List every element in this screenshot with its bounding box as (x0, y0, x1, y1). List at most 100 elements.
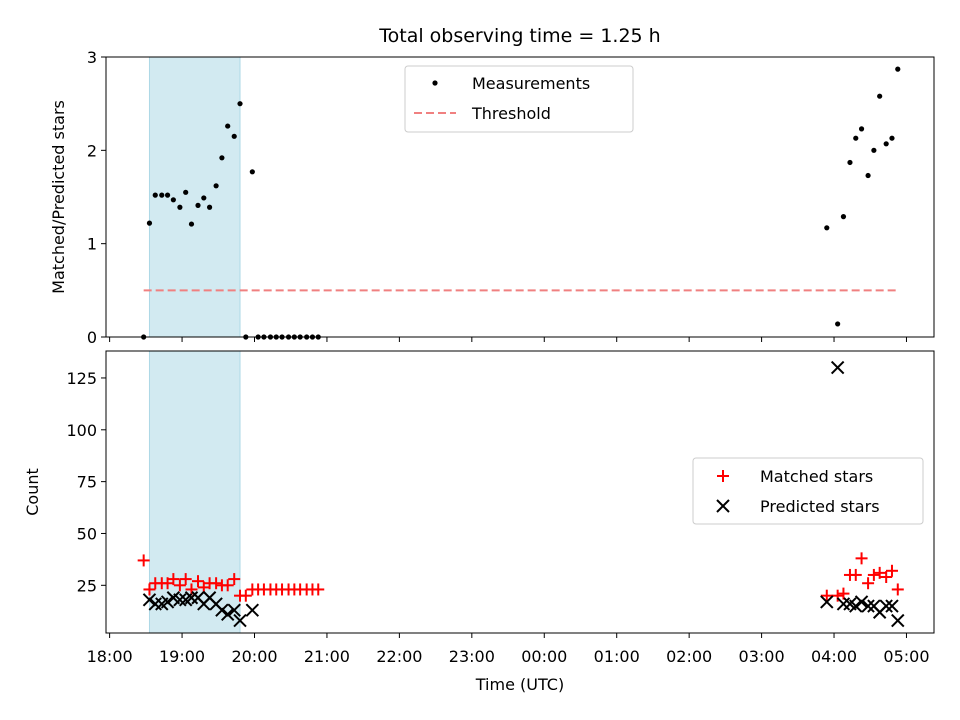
predicted-star-point (820, 595, 834, 609)
measurement-point (895, 66, 901, 72)
matched-star-point (173, 579, 186, 592)
x-tick-label: 21:00 (304, 647, 350, 666)
ratio-y-tick-label: 1 (87, 235, 97, 254)
measurement-point (865, 172, 871, 179)
matched-star-point (179, 573, 192, 586)
ratio-y-tick-label: 3 (87, 48, 97, 67)
measurement-point (835, 321, 841, 327)
measurement-point (146, 220, 153, 226)
ratio-axes-frame (105, 56, 935, 338)
chart-title: Total observing time = 1.25 h (378, 25, 660, 47)
measurement-point (231, 133, 237, 139)
x-tick-label: 23:00 (449, 647, 495, 666)
measurement-point (249, 169, 255, 175)
matched-star-point (192, 575, 204, 588)
matched-star-point (880, 571, 893, 584)
predicted-star-point (836, 597, 851, 611)
predicted-star-point (854, 595, 869, 609)
measurement-point (883, 141, 889, 147)
measurement-point (183, 189, 189, 195)
counts-legend: Matched stars Predicted stars (692, 457, 924, 525)
matched-star-point (820, 589, 833, 602)
legend-matched-label: Matched stars (760, 467, 873, 486)
matched-star-point (185, 583, 198, 596)
predicted-star-point (233, 613, 247, 628)
measurement-point (853, 135, 859, 141)
measurement-point (824, 225, 830, 231)
measurement-point (177, 204, 183, 210)
ratio-y-axis-label: Matched/Predicted stars (49, 100, 68, 294)
ratio-panel: 0 1 2 3 Matched/Predicted stars Measurement… (49, 48, 935, 347)
matched-star-point (167, 573, 180, 586)
x-axis-label: Time (UTC) (475, 675, 564, 694)
measurement-point (213, 183, 219, 189)
measurement-point (225, 123, 231, 129)
matched-star-point (312, 583, 325, 596)
matched-star-point (831, 589, 844, 602)
x-tick-label: 02:00 (666, 647, 712, 666)
measurement-point (219, 155, 225, 161)
x-tick-label: 05:00 (883, 647, 929, 666)
x-tick-label: 18:00 (87, 647, 133, 666)
measurement-point (195, 202, 201, 208)
measurement-point (170, 197, 176, 203)
counts-y-tick-label: 75 (77, 473, 97, 492)
counts-y-tick-label: 25 (77, 576, 97, 595)
measurement-point (889, 135, 895, 141)
counts-y-tick-label: 125 (66, 369, 97, 388)
ratio-y-tick-label: 0 (87, 328, 97, 347)
predicted-star-point (861, 599, 875, 613)
x-tick-label: 01:00 (594, 647, 640, 666)
measurement-point (840, 214, 847, 220)
matched-star-point (891, 583, 904, 596)
counts-y-tick-label: 50 (77, 524, 97, 543)
x-tick-label: 03:00 (739, 647, 785, 666)
matched-star-point (873, 566, 886, 579)
x-tick-label: 04:00 (811, 647, 857, 666)
x-tick-label: 19:00 (159, 647, 205, 666)
matched-star-point (849, 568, 862, 581)
legend-threshold-label: Threshold (471, 104, 551, 123)
matched-star-point (210, 577, 223, 590)
legend-predicted-label: Predicted stars (760, 497, 880, 516)
predicted-star-point (148, 597, 162, 611)
predicted-star-point (849, 599, 863, 613)
predicted-star-point (142, 593, 157, 607)
measurement-point (847, 159, 853, 166)
matched-star-point (837, 587, 850, 600)
matched-star-point (885, 564, 898, 577)
legend-matched-marker (717, 470, 729, 482)
counts-y-tick-label: 100 (66, 421, 97, 440)
measurement-point (152, 192, 158, 198)
counts-observing-window (148, 350, 241, 634)
legend-measurements-marker (432, 80, 438, 86)
measurement-point (877, 93, 883, 99)
measurement-point (159, 192, 165, 198)
measurement-point (206, 204, 213, 210)
predicted-star-point (220, 607, 235, 622)
measurement-point (237, 101, 243, 107)
counts-axes-frame (105, 350, 935, 634)
x-tick-label: 00:00 (521, 647, 567, 666)
counts-panel: 25 50 75 100 125 Count Matched stars Predict… (23, 350, 935, 638)
predicted-star-point (885, 599, 899, 613)
matched-star-point (867, 568, 880, 581)
matched-star-point (137, 554, 150, 567)
legend-measurements-label: Measurements (472, 74, 590, 93)
measurement-point (201, 195, 207, 201)
legend-predicted-marker (716, 499, 730, 513)
predicted-star-point (879, 599, 893, 613)
x-tick-label: 20:00 (231, 647, 277, 666)
predicted-star-point (830, 360, 845, 375)
matched-star-point (862, 577, 875, 590)
predicted-star-point (173, 593, 187, 607)
ratio-legend: Measurements Threshold (404, 65, 634, 133)
measurement-point (858, 126, 865, 132)
counts-legend-box (692, 457, 924, 525)
counts-y-axis-label: Count (23, 468, 42, 516)
measurement-point (188, 221, 195, 227)
matched-star-point (221, 579, 234, 592)
matched-star-point (855, 552, 868, 565)
predicted-star-point (184, 591, 199, 605)
